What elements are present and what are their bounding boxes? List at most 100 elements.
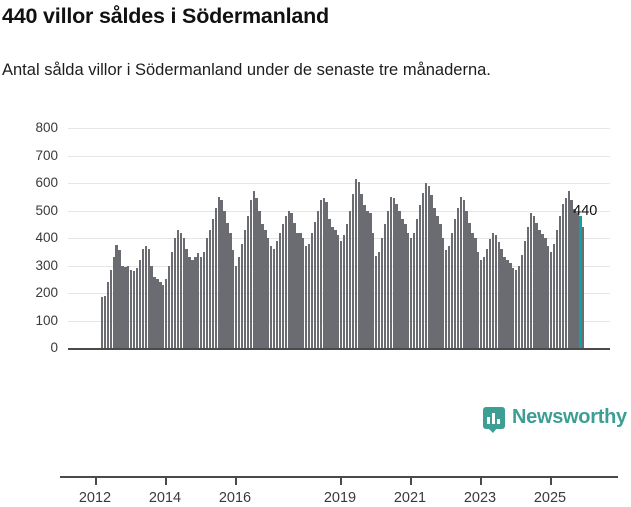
bar	[191, 260, 194, 348]
bar	[100, 297, 104, 348]
x-axis-tick-label: 2016	[218, 490, 252, 506]
bar	[369, 213, 372, 348]
bar	[205, 238, 209, 348]
bar	[340, 240, 343, 348]
bar	[427, 185, 430, 348]
chart-container: 440 villor såldes i Södermanland Antal s…	[2, 4, 627, 506]
bar	[287, 210, 290, 348]
bar	[377, 251, 381, 348]
bar	[456, 207, 460, 348]
bar	[360, 194, 363, 348]
bar	[509, 262, 512, 348]
bar	[325, 202, 328, 348]
x-axis-tick-label: 2025	[533, 490, 567, 506]
bar	[211, 218, 215, 348]
bar	[249, 199, 252, 348]
bar	[319, 199, 322, 348]
bar	[229, 232, 232, 348]
x-axis-line	[60, 476, 618, 478]
value-annotation: 440	[573, 203, 598, 219]
bar	[188, 257, 191, 348]
bar	[357, 181, 360, 348]
bar	[313, 221, 317, 348]
bar	[436, 216, 439, 348]
bar	[465, 210, 468, 348]
bar	[398, 210, 401, 348]
bar	[576, 213, 579, 348]
bar-chart-speech-bubble-icon	[483, 406, 505, 433]
bar	[322, 198, 325, 348]
x-axis-tick-label: 2023	[463, 490, 497, 506]
x-axis-tick-label: 2012	[78, 490, 112, 506]
x-axis-tick	[410, 478, 412, 485]
y-axis-tick-label: 100	[35, 312, 58, 328]
x-axis-tick-label: 2014	[148, 490, 182, 506]
bar	[468, 222, 471, 348]
gridline	[68, 155, 610, 157]
bar	[404, 224, 407, 348]
bar	[439, 224, 442, 348]
bar-series	[68, 128, 610, 348]
bar	[246, 216, 250, 348]
bar	[348, 210, 352, 348]
bar	[138, 260, 142, 348]
bar	[564, 198, 567, 348]
bar	[217, 196, 220, 348]
bar	[162, 284, 165, 348]
bar	[445, 250, 448, 348]
bar	[240, 243, 244, 348]
gridline	[68, 348, 610, 350]
plot-area: 0 100 200 300 400 500 600 700 800 2012 2014 2016 20…	[35, 121, 618, 506]
bar	[144, 246, 147, 348]
chart-subtitle: Antal sålda villor i Södermanland under …	[2, 61, 491, 79]
bar	[127, 265, 130, 348]
bar	[407, 232, 410, 348]
bar	[459, 196, 462, 348]
bar	[567, 191, 570, 348]
bar	[270, 246, 273, 348]
bar	[453, 218, 457, 348]
bar	[424, 183, 427, 348]
bar	[334, 229, 337, 348]
bar	[386, 210, 390, 348]
bar	[520, 254, 524, 348]
bar	[124, 266, 127, 348]
bar	[488, 239, 492, 348]
bar	[526, 227, 530, 348]
bar	[389, 196, 392, 348]
bar	[290, 213, 293, 348]
bar	[345, 224, 349, 348]
bar	[474, 238, 477, 348]
gridline	[68, 183, 610, 184]
y-axis-tick-label: 400	[35, 230, 58, 245]
bar	[316, 210, 320, 348]
bar	[392, 198, 395, 348]
bar	[529, 213, 532, 348]
bar	[202, 251, 206, 348]
brand-name: Newsworthy	[512, 406, 627, 428]
y-axis-tick-label: 800	[35, 120, 58, 135]
newsworthy-logo[interactable]: Newsworthy	[483, 406, 627, 433]
bar	[532, 216, 535, 348]
bar	[293, 222, 296, 348]
bar	[506, 260, 509, 348]
bar	[173, 238, 177, 348]
bar	[281, 224, 285, 348]
bar	[342, 235, 346, 348]
bar	[153, 276, 156, 348]
y-axis-tick-label: 500	[35, 202, 58, 218]
y-axis-tick-label: 0	[50, 340, 58, 355]
bar	[299, 232, 302, 348]
bar	[223, 210, 226, 348]
bar	[430, 195, 433, 348]
bar	[401, 218, 404, 348]
bar	[165, 279, 168, 348]
bar	[512, 268, 515, 348]
bar	[167, 265, 171, 348]
bar	[561, 203, 565, 348]
bar	[214, 207, 217, 348]
bar	[485, 249, 489, 348]
bar	[176, 229, 180, 348]
bar	[258, 210, 261, 348]
bar	[538, 229, 541, 348]
